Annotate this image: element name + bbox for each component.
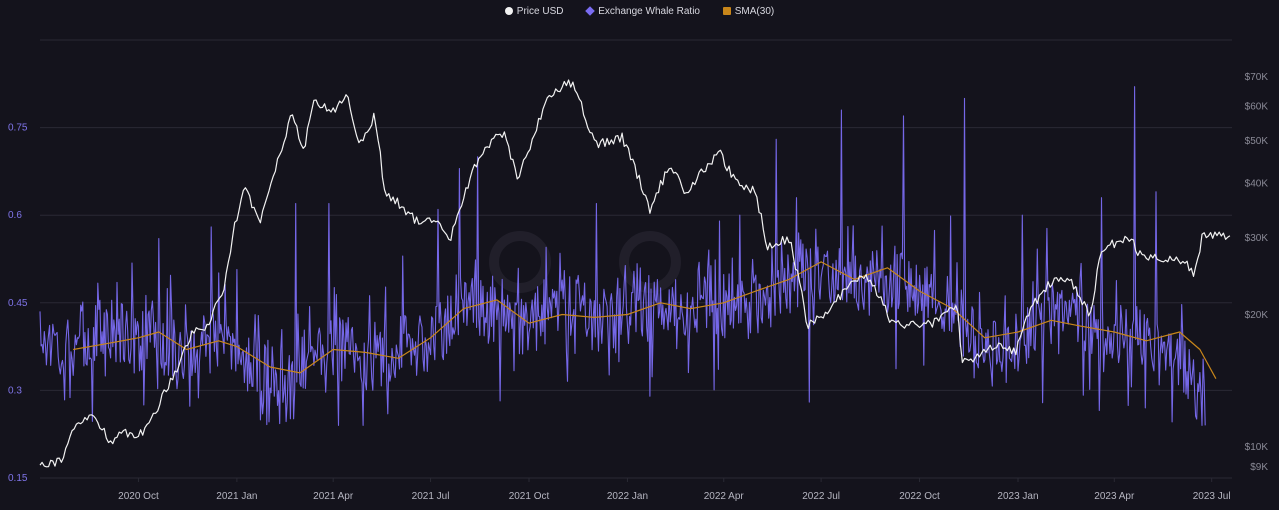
sma-30-line bbox=[73, 261, 1217, 379]
x-tick-label: 2023 Jan bbox=[997, 491, 1038, 502]
left-tick-label: 0.75 bbox=[8, 123, 28, 134]
x-tick-label: 2022 Apr bbox=[704, 491, 745, 502]
right-tick-label: $60K bbox=[1245, 101, 1269, 112]
diamond-marker-icon bbox=[585, 6, 596, 16]
x-tick-label: 2022 Jan bbox=[607, 491, 648, 502]
right-tick-label: $10K bbox=[1245, 442, 1269, 453]
square-marker-icon bbox=[722, 7, 731, 15]
legend-item-sma[interactable]: SMA(30) bbox=[722, 6, 775, 17]
right-tick-label: $30K bbox=[1245, 233, 1269, 244]
chart-legend: Price USD Exchange Whale Ratio SMA(30) bbox=[0, 6, 1279, 17]
left-tick-label: 0.15 bbox=[8, 473, 28, 484]
left-tick-label: 0.3 bbox=[8, 385, 22, 396]
x-tick-label: 2023 Apr bbox=[1094, 491, 1135, 502]
exchange-whale-ratio-series bbox=[39, 86, 1206, 426]
legend-item-whale-ratio[interactable]: Exchange Whale Ratio bbox=[585, 6, 700, 17]
x-tick-label: 2020 Oct bbox=[118, 491, 159, 502]
x-tick-label: 2021 Jan bbox=[216, 491, 257, 502]
right-tick-label: $20K bbox=[1245, 310, 1269, 321]
x-tick-label: 2023 Jul bbox=[1193, 491, 1231, 502]
whale-ratio-line bbox=[39, 86, 1206, 426]
legend-label-sma: SMA(30) bbox=[734, 6, 775, 17]
legend-label-price: Price USD bbox=[516, 6, 564, 17]
x-tick-label: 2022 Oct bbox=[899, 491, 940, 502]
x-axis: 2020 Oct 2021 Jan 2021 Apr 2021 Jul 2021 Oct… bbox=[118, 478, 1231, 502]
right-tick-label: $70K bbox=[1245, 72, 1269, 83]
price-usd-line bbox=[39, 79, 1231, 468]
x-tick-label: 2021 Jul bbox=[412, 491, 450, 502]
right-tick-label: $50K bbox=[1245, 136, 1269, 147]
x-tick-label: 2022 Jul bbox=[802, 491, 840, 502]
right-y-axis: $9K $10K $20K $30K $40K $50K $60K $70K bbox=[1245, 72, 1269, 473]
right-tick-label: $40K bbox=[1245, 178, 1269, 189]
left-tick-label: 0.6 bbox=[8, 210, 22, 221]
legend-label-whale-ratio: Exchange Whale Ratio bbox=[598, 6, 700, 17]
x-tick-label: 2021 Apr bbox=[313, 491, 354, 502]
left-y-axis: 0.15 0.3 0.45 0.6 0.75 bbox=[8, 123, 28, 484]
sma-30-series bbox=[73, 261, 1217, 379]
left-tick-label: 0.45 bbox=[8, 298, 28, 309]
circle-marker-icon bbox=[504, 7, 513, 15]
right-tick-label: $9K bbox=[1250, 462, 1268, 473]
x-tick-label: 2021 Oct bbox=[509, 491, 550, 502]
legend-item-price[interactable]: Price USD bbox=[504, 6, 564, 17]
price-usd-series bbox=[39, 79, 1231, 468]
watermark-ring bbox=[619, 231, 681, 293]
